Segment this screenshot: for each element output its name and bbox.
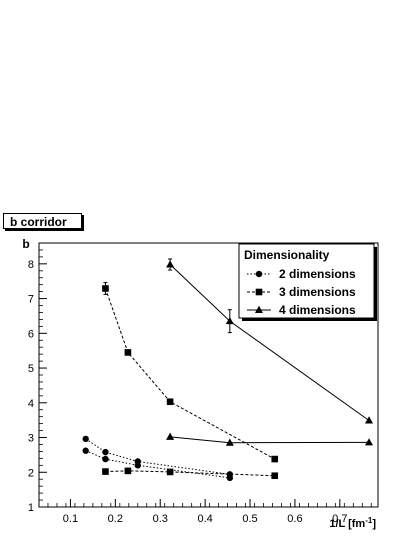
data-point-4-dimensions <box>365 416 374 424</box>
y-axis-label: b <box>22 237 29 251</box>
data-point-2-dimensions <box>134 462 141 469</box>
data-point-4-dimensions <box>225 316 234 325</box>
legend-entry: 3 dimensions <box>279 285 356 299</box>
x-tick-label: 0.4 <box>197 513 212 525</box>
legend-entry: 2 dimensions <box>279 267 356 281</box>
data-point-4-dimensions <box>365 438 374 446</box>
data-point-4-dimensions <box>225 438 234 446</box>
data-point-3-dimensions <box>166 468 174 476</box>
x-tick-label: 0.5 <box>242 513 257 525</box>
data-point-3-dimensions <box>271 455 279 463</box>
legend <box>238 243 375 319</box>
data-point-3-dimensions <box>102 285 109 292</box>
series-line-2-dimensions <box>85 438 230 475</box>
data-point-2-dimensions <box>102 448 109 456</box>
y-tick-label: 5 <box>28 363 34 375</box>
data-point-4-dimensions <box>166 260 175 268</box>
data-point-2-dimensions <box>226 474 234 482</box>
y-tick-label: 1 <box>28 502 34 514</box>
y-tick-label: 7 <box>28 294 34 306</box>
chart-title: b corridor <box>3 213 82 229</box>
series-line-2-dimensions <box>85 450 230 479</box>
y-tick-label: 6 <box>28 328 34 340</box>
x-axis-label: 1/L [fm-1] <box>329 516 376 530</box>
x-tick-label: 0.1 <box>63 513 78 525</box>
series-line-4-dimensions <box>170 436 370 444</box>
x-tick-label: 0.6 <box>287 513 302 525</box>
data-point-3-dimensions <box>124 467 132 475</box>
data-point-3-dimensions <box>124 349 132 356</box>
data-point-4-dimensions <box>166 432 175 440</box>
legend-marker <box>255 270 263 278</box>
legend-marker <box>255 288 263 296</box>
legend-entry: 4 dimensions <box>279 303 356 317</box>
y-tick-label: 3 <box>28 433 34 445</box>
data-point-3-dimensions <box>271 472 279 480</box>
legend-marker <box>255 305 263 313</box>
data-point-3-dimensions <box>166 398 174 406</box>
y-tick-label: 2 <box>28 467 34 479</box>
series-line-3-dimensions <box>104 288 275 460</box>
series-line-3-dimensions <box>105 470 275 477</box>
x-tick-label: 0.2 <box>108 513 123 525</box>
data-point-2-dimensions <box>102 455 109 463</box>
y-tick-label: 8 <box>28 259 34 271</box>
y-tick-label: 4 <box>28 398 34 410</box>
x-tick-label: 0.3 <box>153 513 168 525</box>
data-point-2-dimensions <box>82 447 89 454</box>
x-tick-label: 0.7 <box>332 513 347 525</box>
data-point-3-dimensions <box>102 468 109 475</box>
data-point-2-dimensions <box>82 435 89 443</box>
legend-title: Dimensionality <box>244 248 330 262</box>
